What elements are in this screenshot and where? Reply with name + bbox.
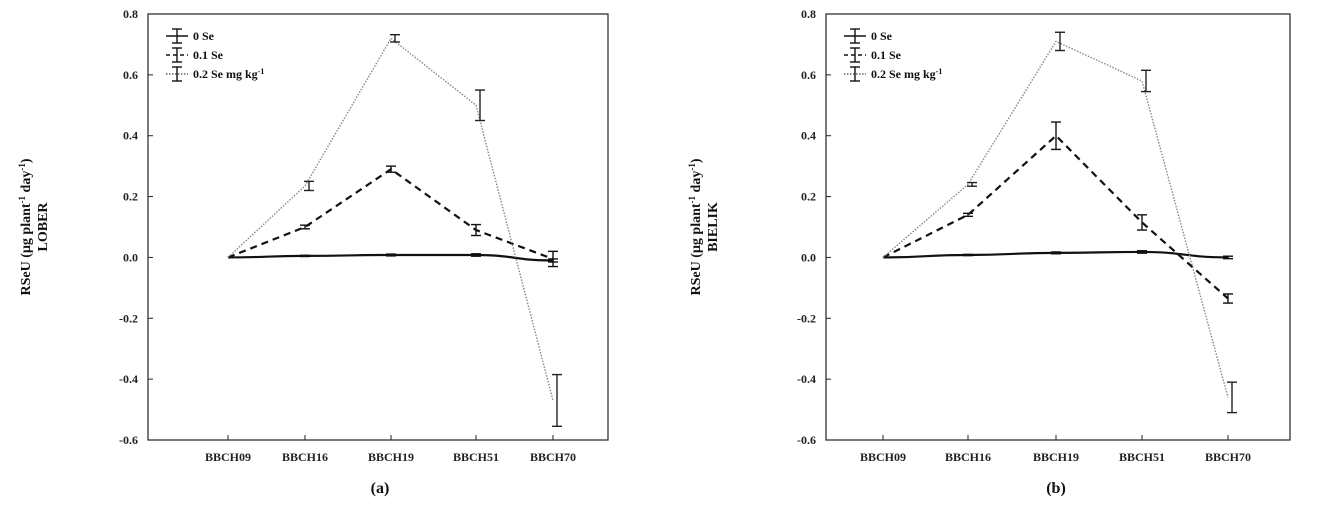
series-line-dashed bbox=[883, 136, 1228, 299]
legend-entry: 0.2 Se mg kg-1 bbox=[193, 67, 264, 82]
legend-entry: 0.1 Se bbox=[871, 48, 902, 62]
chart-a: -0.6 -0.4 -0.2 0.0 0.2 0.4 0.6 0.8 BBCH09 BBCH16 B… bbox=[17, 7, 608, 497]
legend-entry: 0 Se bbox=[193, 29, 215, 43]
legend-entry: 0.2 Se mg kg-1 bbox=[871, 67, 942, 82]
legend-entry: 0 Se bbox=[871, 29, 893, 43]
y-tick-label: -0.4 bbox=[797, 372, 816, 386]
x-tick-label: BBCH09 bbox=[205, 450, 251, 464]
y-tick-label: 0.8 bbox=[123, 7, 138, 21]
x-tick-label: BBCH70 bbox=[1205, 450, 1251, 464]
y-tick-label: -0.2 bbox=[119, 311, 138, 325]
x-tick-label: BBCH16 bbox=[945, 450, 991, 464]
series-line-dotted bbox=[883, 41, 1228, 397]
panel-caption: (b) bbox=[1046, 480, 1066, 497]
y-tick-label: 0.0 bbox=[123, 250, 138, 264]
y-tick-label: -0.6 bbox=[797, 433, 816, 447]
y-tick-label: -0.6 bbox=[119, 433, 138, 447]
y-axis-label: RSeU (µg plant-1 day-1) bbox=[17, 158, 34, 295]
x-tick-label: BBCH09 bbox=[860, 450, 906, 464]
y-tick-label: -0.2 bbox=[797, 311, 816, 325]
y-axis-label-cultivar: BIELIK bbox=[706, 202, 721, 252]
y-tick-label: 0.2 bbox=[123, 190, 138, 204]
y-axis-label: RSeU (µg plant-1 day-1) bbox=[687, 158, 704, 295]
y-axis-label-cultivar: LOBER bbox=[36, 202, 51, 252]
x-tick-label: BBCH19 bbox=[368, 450, 414, 464]
y-tick-label: 0.0 bbox=[801, 250, 816, 264]
y-tick-label: 0.2 bbox=[801, 190, 816, 204]
x-tick-label: BBCH51 bbox=[453, 450, 499, 464]
x-tick-label: BBCH51 bbox=[1119, 450, 1165, 464]
chart-b: -0.6 -0.4 -0.2 0.0 0.2 0.4 0.6 0.8 BBCH09 BBCH16 B… bbox=[687, 7, 1290, 497]
y-tick-label: 0.6 bbox=[123, 68, 138, 82]
panel-caption: (a) bbox=[371, 480, 390, 497]
y-tick-label: 0.4 bbox=[123, 129, 138, 143]
legend-entry: 0.1 Se bbox=[193, 48, 224, 62]
y-tick-label: 0.8 bbox=[801, 7, 816, 21]
x-tick-label: BBCH70 bbox=[530, 450, 576, 464]
series-line-dotted bbox=[228, 38, 553, 400]
x-tick-label: BBCH16 bbox=[282, 450, 328, 464]
y-tick-label: 0.6 bbox=[801, 68, 816, 82]
y-tick-label: 0.4 bbox=[801, 129, 816, 143]
y-tick-label: -0.4 bbox=[119, 372, 138, 386]
x-tick-label: BBCH19 bbox=[1033, 450, 1079, 464]
